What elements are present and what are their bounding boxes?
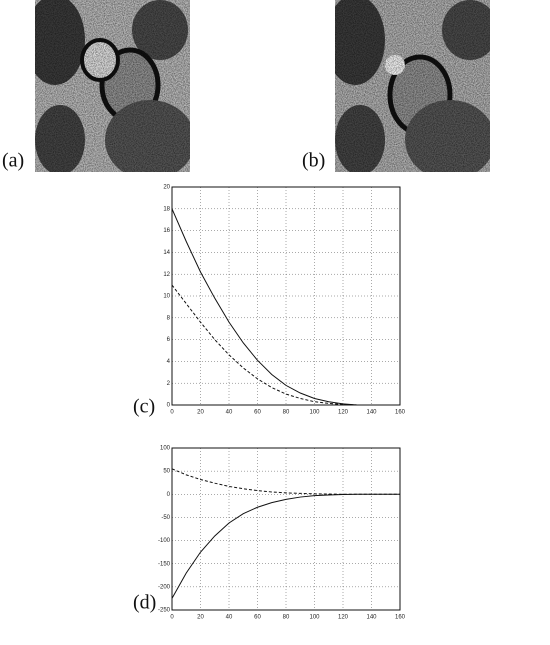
image-b: [335, 0, 490, 172]
plot-frame: [171, 447, 401, 611]
x-tick-label: 80: [283, 410, 290, 416]
y-tick-label: 50: [163, 469, 170, 475]
x-tick-label: 140: [366, 410, 377, 416]
x-tick-label: 140: [366, 615, 377, 621]
x-tick-label: 20: [197, 410, 204, 416]
y-tick-label: 2: [167, 381, 171, 387]
series-line: [171, 284, 400, 406]
y-tick-label: 0: [167, 403, 171, 409]
panel-label: (a): [2, 150, 24, 172]
panel-label: (c): [133, 396, 155, 418]
x-tick-label: 60: [254, 615, 261, 621]
y-tick-label: -100: [158, 538, 171, 544]
y-tick-label: -150: [158, 561, 171, 567]
x-tick-label: 0: [170, 410, 174, 416]
y-tick-label: 10: [163, 294, 170, 300]
x-tick-label: 100: [309, 410, 320, 416]
panel-label: (b): [302, 150, 325, 172]
x-tick-label: 100: [309, 615, 320, 621]
x-tick-label: 80: [283, 615, 290, 621]
image-a: [35, 0, 190, 172]
y-tick-label: -250: [158, 608, 171, 614]
x-tick-label: 40: [226, 410, 233, 416]
x-tick-label: 0: [170, 615, 174, 621]
y-tick-label: 14: [163, 250, 170, 256]
y-tick-label: 8: [167, 315, 171, 321]
panel-label: (d): [133, 592, 156, 614]
x-tick-label: 60: [254, 410, 261, 416]
series-line: [171, 468, 400, 495]
x-tick-label: 120: [338, 615, 349, 621]
x-tick-label: 120: [338, 410, 349, 416]
y-tick-label: 6: [167, 337, 171, 343]
x-tick-label: 160: [395, 410, 406, 416]
y-tick-label: 16: [163, 228, 170, 234]
x-tick-label: 20: [197, 615, 204, 621]
series-line: [171, 493, 400, 599]
y-tick-label: 4: [167, 359, 171, 365]
x-tick-label: 160: [395, 615, 406, 621]
y-tick-label: 0: [167, 492, 171, 498]
y-tick-label: -50: [161, 515, 170, 521]
y-tick-label: -200: [158, 584, 171, 590]
y-tick-label: 12: [163, 272, 170, 278]
y-tick-label: 20: [163, 185, 170, 191]
x-tick-label: 40: [226, 615, 233, 621]
y-tick-label: 100: [160, 446, 171, 452]
plot-frame: [171, 186, 401, 406]
y-tick-label: 18: [163, 206, 170, 212]
